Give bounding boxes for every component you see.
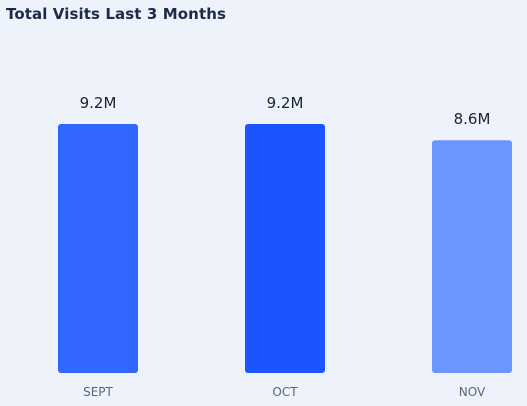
chart-title: Total Visits Last 3 Months [6,5,227,23]
value-label-sept: 9.2M [80,94,117,112]
value-label-nov: 8.6M [454,110,491,128]
bar-oct [245,124,325,373]
category-label-nov: NOV [459,385,486,399]
bar-nov [432,140,512,373]
bar-sept [58,124,138,373]
category-label-oct: OCT [272,385,298,399]
category-label-sept: SEPT [83,385,113,399]
value-label-oct: 9.2M [267,94,304,112]
